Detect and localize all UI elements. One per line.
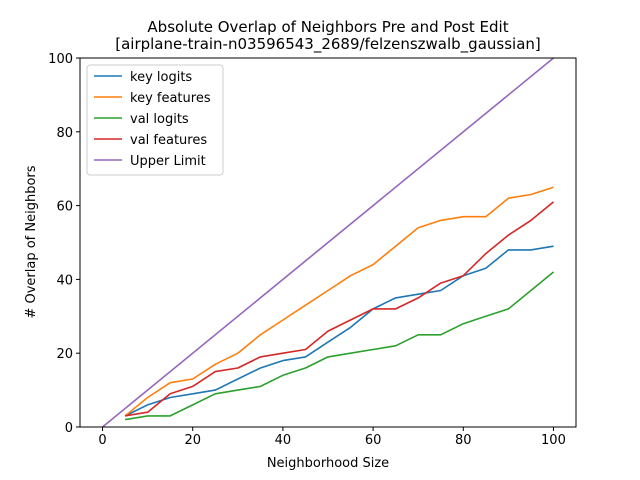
legend-label: key logits (130, 70, 192, 85)
y-tick-label: 40 (56, 273, 73, 288)
legend: key logits key features val logits val feat… (86, 64, 224, 176)
plot-frame (79, 57, 577, 428)
x-tick-label: 100 (541, 433, 566, 448)
series-layer (101, 57, 555, 428)
x-tick-label: 60 (365, 433, 382, 448)
x-axis-label: Neighborhood Size (267, 456, 389, 471)
legend-label: Upper Limit (130, 154, 206, 169)
x-tick-label: 40 (275, 433, 292, 448)
legend-label: val features (130, 133, 207, 148)
y-tick-label: 60 (56, 200, 73, 215)
x-axis: 0 20 40 60 80 100 (98, 427, 566, 448)
y-tick-label: 20 (56, 347, 73, 362)
y-axis: 0 20 40 60 80 100 (48, 52, 80, 436)
x-tick-label: 20 (184, 433, 201, 448)
x-tick-label: 80 (455, 433, 472, 448)
y-tick-label: 100 (48, 52, 73, 67)
legend-label: val logits (130, 112, 189, 127)
series-line-val-logits (124, 271, 555, 421)
legend-box (86, 64, 224, 176)
legend-label: key features (130, 91, 211, 106)
y-tick-label: 80 (56, 126, 73, 141)
chart-title: Absolute Overlap of Neighbors Pre and Po… (147, 18, 508, 36)
y-axis-label: # Overlap of Neighbors (24, 165, 39, 318)
series-line-key-features (124, 186, 554, 417)
series-line-upper-limit (101, 57, 555, 428)
series-line-val-features (124, 201, 555, 417)
series-line-key-logits (124, 245, 554, 417)
chart-subtitle: [airplane-train-n03596543_2689/felzenszw… (115, 35, 541, 54)
x-tick-label: 0 (98, 433, 106, 448)
y-tick-label: 0 (65, 421, 73, 436)
